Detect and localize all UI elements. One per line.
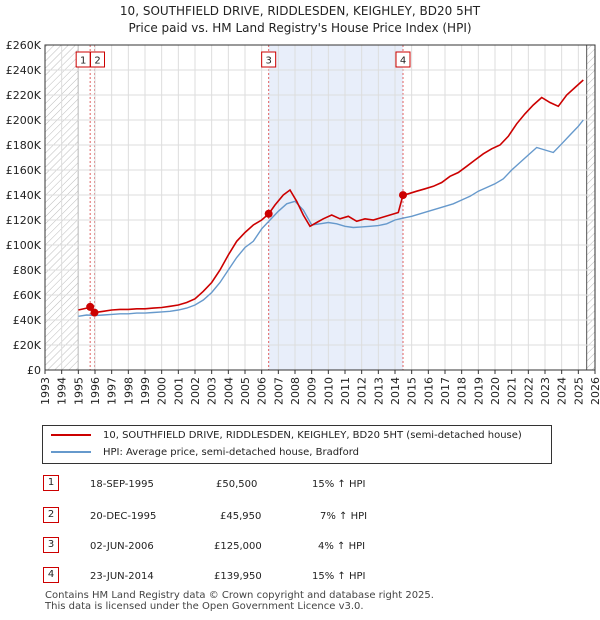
y-tick-label: £160K <box>6 164 42 177</box>
sale-date: 18-SEP-1995 <box>90 479 154 490</box>
y-tick-label: £180K <box>6 139 42 152</box>
plot-frame <box>44 44 596 371</box>
no-data-hatch-right <box>586 45 595 370</box>
x-tick-label: 2019 <box>472 377 485 405</box>
sale-label-box <box>90 51 105 68</box>
sale-point <box>90 308 99 317</box>
chart-title: 10, SOUTHFIELD DRIVE, RIDDLESDEN, KEIGHL… <box>119 4 481 18</box>
x-tick-label: 2016 <box>422 377 435 405</box>
sale-label-box <box>395 51 411 68</box>
x-tick-label: 2005 <box>239 377 252 405</box>
chart-subtitle: Price paid vs. HM Land Registry's House … <box>128 21 472 35</box>
sale-label-number: 4 <box>400 56 406 67</box>
sale-price: £139,950 <box>214 571 262 582</box>
sale-label-number: 3 <box>265 56 271 67</box>
x-tick-label: 2020 <box>489 377 502 405</box>
legend-swatch-hpi <box>51 451 91 453</box>
sale-number: 4 <box>43 567 59 583</box>
x-tick-label: 2014 <box>389 377 402 405</box>
footer-licence: This data is licensed under the Open Gov… <box>45 601 364 612</box>
x-tick-label: 2006 <box>256 377 269 405</box>
x-tick-label: 2017 <box>439 377 452 405</box>
sale-row: 3 02-JUN-2006 £125,000 4% ↑ HPI <box>0 537 600 557</box>
y-tick-label: £200K <box>6 114 42 127</box>
x-tick-label: 2011 <box>339 377 352 405</box>
y-tick-label: £60K <box>13 289 42 302</box>
y-tick-label: £120K <box>6 214 42 227</box>
sale-hpi: 7% ↑ HPI <box>320 511 368 522</box>
x-tick-label: 1996 <box>89 377 102 405</box>
x-tick-label: 1993 <box>39 377 52 405</box>
sale-label-number: 2 <box>94 56 100 67</box>
x-tick-label: 1997 <box>106 377 119 405</box>
y-tick-label: £100K <box>6 239 42 252</box>
x-tick-label: 2021 <box>506 377 519 405</box>
legend-swatch-property <box>51 434 91 436</box>
y-tick-label: £0 <box>27 364 41 377</box>
sale-number: 2 <box>43 507 59 523</box>
sale-hpi: 15% ↑ HPI <box>312 479 366 490</box>
sale-row: 1 18-SEP-1995 £50,500 15% ↑ HPI <box>0 475 600 495</box>
x-tick-label: 2012 <box>356 377 369 405</box>
sale-hpi: 4% ↑ HPI <box>318 541 366 552</box>
x-tick-label: 2025 <box>572 377 585 405</box>
x-tick-label: 2004 <box>222 377 235 405</box>
sale-row: 4 23-JUN-2014 £139,950 15% ↑ HPI <box>0 567 600 587</box>
x-tick-label: 2000 <box>156 377 169 405</box>
sale-point <box>86 302 95 311</box>
x-tick-label: 2023 <box>539 377 552 405</box>
y-tick-label: £240K <box>6 64 42 77</box>
x-tick-label: 2009 <box>306 377 319 405</box>
x-tick-label: 2022 <box>522 377 535 405</box>
x-tick-label: 1999 <box>139 377 152 405</box>
sale-point <box>264 209 273 218</box>
legend-item-hpi: HPI: Average price, semi-detached house,… <box>51 445 359 461</box>
y-tick-label: £80K <box>13 264 42 277</box>
x-tick-label: 2026 <box>589 377 600 405</box>
sale-point <box>399 191 407 200</box>
y-tick-label: £40K <box>13 314 42 327</box>
sale-row: 2 20-DEC-1995 £45,950 7% ↑ HPI <box>0 507 600 527</box>
sale-label-box <box>261 51 277 68</box>
sale-price: £125,000 <box>214 541 262 552</box>
x-tick-label: 2015 <box>406 377 419 405</box>
property-price-line <box>78 79 584 314</box>
x-tick-label: 1998 <box>122 377 135 405</box>
x-tick-label: 2008 <box>289 377 302 405</box>
sale-number: 1 <box>43 475 59 491</box>
sale-date: 02-JUN-2006 <box>90 541 154 552</box>
x-tick-label: 2001 <box>172 377 185 405</box>
sale-date: 20-DEC-1995 <box>90 511 157 522</box>
sale-price: £50,500 <box>216 479 258 490</box>
footer-copyright: Contains HM Land Registry data © Crown c… <box>45 590 434 601</box>
legend-label-hpi: HPI: Average price, semi-detached house,… <box>103 447 359 458</box>
x-tick-label: 2003 <box>206 377 219 405</box>
x-tick-label: 1994 <box>56 377 69 405</box>
y-tick-label: £20K <box>13 339 42 352</box>
x-tick-label: 2024 <box>556 377 569 405</box>
sale-number: 3 <box>43 537 59 553</box>
x-tick-label: 2018 <box>456 377 469 405</box>
sale-label-number: 1 <box>80 56 86 67</box>
hpi-line <box>78 119 584 317</box>
sale-price: £45,950 <box>220 511 262 522</box>
y-tick-label: £220K <box>6 89 42 102</box>
sale-date: 23-JUN-2014 <box>90 571 154 582</box>
y-tick-label: £140K <box>6 189 42 202</box>
x-tick-label: 2002 <box>189 377 202 405</box>
sale-hpi: 15% ↑ HPI <box>312 571 366 582</box>
x-tick-label: 2013 <box>372 377 385 405</box>
highlight-span <box>268 45 403 370</box>
x-tick-label: 2010 <box>322 377 335 405</box>
x-tick-label: 2007 <box>272 377 285 405</box>
x-tick-label: 1995 <box>72 377 85 405</box>
legend-label-property: 10, SOUTHFIELD DRIVE, RIDDLESDEN, KEIGHL… <box>103 430 522 441</box>
y-tick-label: £260K <box>6 39 42 52</box>
legend: 10, SOUTHFIELD DRIVE, RIDDLESDEN, KEIGHL… <box>42 425 552 464</box>
legend-item-property: 10, SOUTHFIELD DRIVE, RIDDLESDEN, KEIGHL… <box>51 428 522 444</box>
